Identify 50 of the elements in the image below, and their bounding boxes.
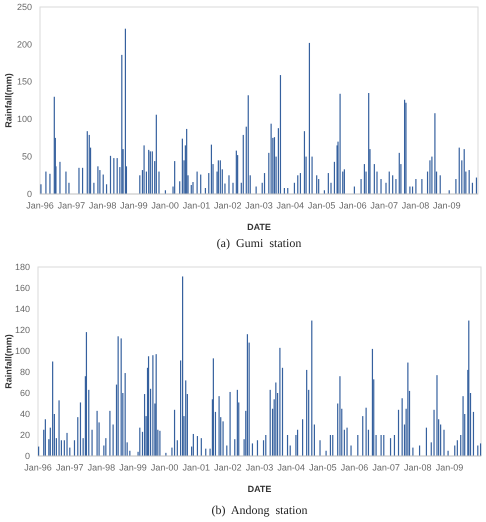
y-tick-label: 50 [22, 151, 32, 162]
x-axis-title: DATE [247, 222, 271, 232]
x-tick-label: Jan-04 [276, 200, 304, 210]
y-tick-label: 20 [20, 430, 30, 440]
x-tick-label: Jan-01 [182, 462, 210, 472]
y-tick-label: 80 [20, 366, 30, 377]
y-tick-label: 140 [14, 304, 30, 314]
y-tick-label: 250 [16, 2, 32, 12]
x-tick-label: Jan-00 [151, 200, 179, 210]
y-tick-label: 150 [16, 76, 32, 87]
y-tick-label: 100 [14, 346, 30, 356]
y-axis-title: Rainfall(mm) [3, 334, 14, 389]
x-tick-label: Jan-00 [150, 462, 178, 472]
x-tick-label: Jan-09 [436, 462, 464, 472]
x-tick-label: Jan-06 [340, 462, 368, 472]
x-tick-label: Jan-08 [402, 200, 430, 210]
text: (b) Andong station [212, 503, 308, 517]
x-tick-label: Jan-96 [26, 200, 54, 210]
x-tick-label: Jan-05 [308, 200, 336, 210]
x-tick-label: Jan-06 [339, 200, 367, 210]
x-tick-label: Jan-07 [370, 200, 398, 210]
y-tick-label: 40 [20, 408, 30, 419]
x-tick-label: Jan-99 [119, 462, 147, 472]
x-tick-label: Jan-03 [246, 462, 274, 472]
text: (a) Gumi station [216, 236, 302, 250]
y-tick-label: 160 [14, 282, 30, 293]
x-tick-label: Jan-07 [372, 462, 400, 472]
x-tick-label: Jan-05 [309, 462, 337, 472]
x-tick-label: Jan-99 [120, 200, 148, 210]
x-tick-label: Jan-03 [245, 200, 273, 210]
y-tick-label: 200 [16, 39, 32, 50]
y-tick-label: 180 [14, 262, 30, 272]
x-tick-label: Jan-04 [277, 462, 305, 472]
y-tick-label: 0 [26, 188, 32, 199]
y-tick-label: 0 [24, 450, 30, 461]
x-tick-label: Jan-96 [24, 462, 52, 472]
y-axis-title: Rainfall(mm) [3, 73, 14, 128]
x-tick-label: Jan-97 [58, 200, 86, 210]
x-tick-label: Jan-08 [404, 462, 432, 472]
x-tick-label: Jan-02 [214, 462, 242, 472]
x-tick-label: Jan-98 [88, 462, 116, 472]
x-axis-title: DATE [248, 484, 272, 494]
y-tick-label: 100 [16, 114, 32, 124]
x-tick-label: Jan-01 [182, 200, 210, 210]
x-tick-label: Jan-98 [88, 200, 116, 210]
x-tick-label: Jan-97 [56, 462, 84, 472]
y-tick-label: 60 [20, 388, 30, 398]
x-tick-label: Jan-02 [214, 200, 242, 210]
y-tick-label: 120 [14, 324, 30, 335]
x-tick-label: Jan-09 [433, 200, 461, 210]
